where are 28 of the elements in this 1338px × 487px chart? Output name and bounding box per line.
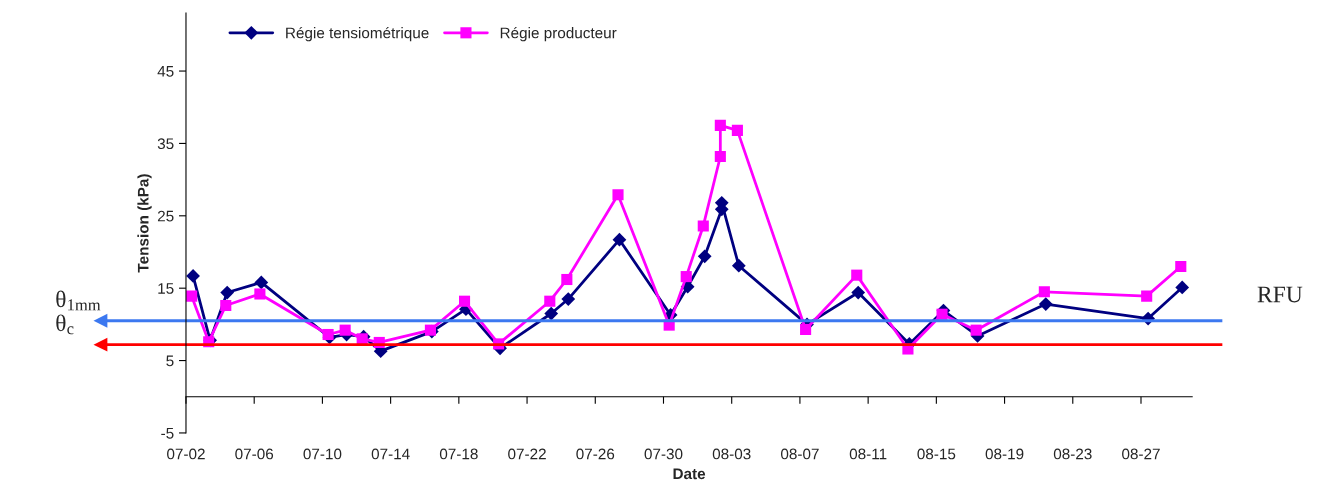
x-tick-label: 07-26 <box>576 448 615 460</box>
text: RFU <box>1257 286 1303 303</box>
x-tick-label: 07-22 <box>508 448 546 460</box>
x-tick-label: 07-06 <box>235 448 274 460</box>
x-axis-title: Date <box>673 468 706 480</box>
y-tick-label: 25 <box>157 210 174 222</box>
y-tick-label: 5 <box>166 355 174 367</box>
x-tick-label: 08-07 <box>780 448 819 460</box>
y-tick-label: 35 <box>157 138 174 150</box>
y-axis-title: Tension (kPa) <box>137 174 152 273</box>
x-tick-label: 07-10 <box>303 448 342 460</box>
x-tick-label: 08-11 <box>849 448 887 460</box>
x-tick-label: 07-30 <box>644 448 683 460</box>
ref-line-label: θ$_{c}$ <box>56 314 74 335</box>
x-tick-label: 08-15 <box>917 448 956 460</box>
x-tick-label: 08-03 <box>712 448 751 460</box>
x-tick-label: 08-23 <box>1053 448 1092 460</box>
legend-label: Régie producteur <box>500 26 617 42</box>
legend-label: Régie tensiométrique <box>286 26 429 42</box>
x-tick-label: 07-14 <box>371 448 410 460</box>
x-tick-label: 08-19 <box>985 448 1024 460</box>
y-tick-label: -5 <box>161 427 174 439</box>
x-tick-label: 07-18 <box>439 448 478 460</box>
y-tick-label: 15 <box>158 283 174 294</box>
y-tick-label: 45 <box>157 66 174 77</box>
x-tick-label: 08-27 <box>1122 448 1160 460</box>
x-tick-label: 07-02 <box>167 448 205 460</box>
ref-line-label: θ$_{1mm}$ <box>56 290 101 311</box>
